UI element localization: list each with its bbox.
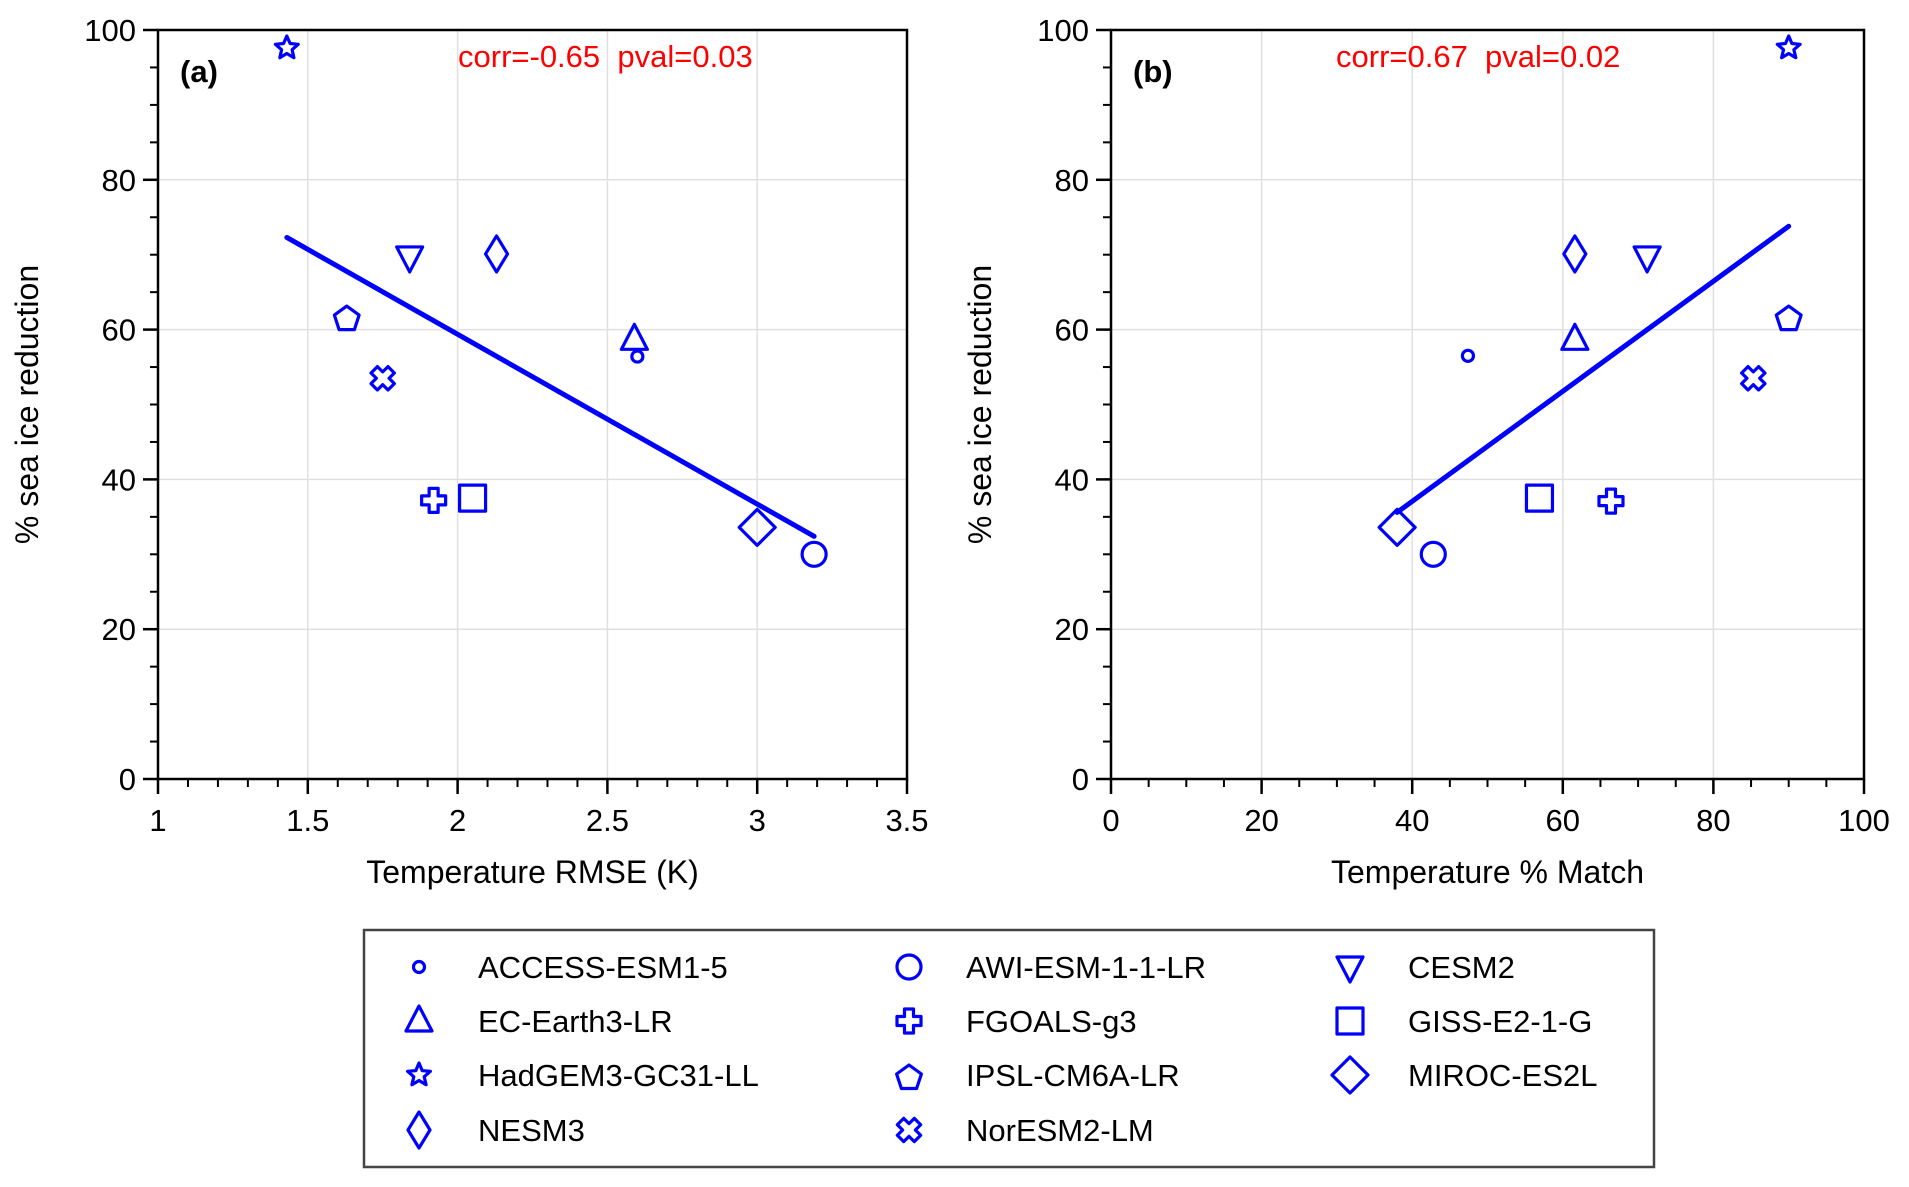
legend-item: GISS-E2-1-G xyxy=(1335,1004,1592,1039)
x-tick-label: 2.5 xyxy=(586,803,629,838)
legend-item: HadGEM3-GC31-LL xyxy=(406,1058,759,1093)
y-tick-label: 80 xyxy=(102,163,136,198)
pentagon-marker-icon xyxy=(894,1063,924,1091)
correlation-annotation: corr=0.67 pval=0.02 xyxy=(1336,39,1620,74)
legend-label: EC-Earth3-LR xyxy=(478,1004,673,1039)
data-point-ipsl-cm6a-lr xyxy=(1774,304,1803,332)
y-axis-label: % sea ice reduction xyxy=(9,265,45,544)
legend-label: NESM3 xyxy=(478,1113,585,1148)
data-point-hadgem3-gc31-ll xyxy=(1775,34,1802,60)
circle-marker-icon xyxy=(895,953,923,981)
plus-marker-icon xyxy=(895,1007,923,1035)
data-point-miroc-es2l xyxy=(737,507,777,547)
x-tick-label: 40 xyxy=(1395,803,1429,838)
x-tick-label: 100 xyxy=(1838,803,1890,838)
panel-a: 1 1.5 2 2.5 3 3.5 0 20 40 60 80 100 Temperature RMSE… xyxy=(9,13,929,890)
diamond-marker-icon xyxy=(1330,1055,1370,1095)
data-point-noresm2-lm xyxy=(369,365,396,392)
y-tick-label: 80 xyxy=(1055,163,1089,198)
regression-line xyxy=(284,234,817,539)
legend-item: EC-Earth3-LR xyxy=(404,1004,673,1039)
y-tick-label: 100 xyxy=(84,13,136,48)
legend-item: AWI-ESM-1-1-LR xyxy=(895,950,1206,985)
y-tick-label: 20 xyxy=(1055,612,1089,647)
x-tick-label: 1 xyxy=(149,803,166,838)
triangle-up-marker-icon xyxy=(404,1004,434,1033)
data-point-nesm3 xyxy=(1562,234,1588,274)
y-tick-label: 0 xyxy=(119,762,136,797)
data-point-ec-earth3-lr xyxy=(1560,322,1590,351)
axes-frame xyxy=(156,28,909,781)
data-point-fgoals-g3 xyxy=(1597,487,1625,515)
legend-label: HadGEM3-GC31-LL xyxy=(478,1058,759,1093)
legend-label: ACCESS-ESM1-5 xyxy=(478,950,728,985)
regression-line xyxy=(1394,223,1792,515)
legend-item: ACCESS-ESM1-5 xyxy=(411,950,728,985)
data-point-giss-e2-1-g xyxy=(1524,483,1555,513)
legend: ACCESS-ESM1-5 AWI-ESM-1-1-LR CESM2 EC-Earth… xyxy=(362,928,1656,1169)
data-point-noresm2-lm xyxy=(1740,365,1767,392)
star-marker-icon xyxy=(406,1061,432,1087)
x-tick-label: 2 xyxy=(449,803,466,838)
panel-b: 0 20 40 60 80 100 0 20 40 60 80 100 Temperature % Ma… xyxy=(962,13,1890,890)
axes-frame xyxy=(1109,28,1866,781)
legend-item: NESM3 xyxy=(406,1110,585,1150)
legend-label: CESM2 xyxy=(1408,950,1515,985)
legend-item: FGOALS-g3 xyxy=(895,1004,1137,1039)
y-tick-label: 60 xyxy=(102,313,136,348)
legend-label: FGOALS-g3 xyxy=(966,1004,1137,1039)
x-tick-label: 80 xyxy=(1696,803,1730,838)
legend-item: NorESM2-LM xyxy=(895,1113,1154,1148)
y-tick-label: 40 xyxy=(1055,462,1089,497)
x-tick-label: 0 xyxy=(1102,803,1119,838)
x-tick-label: 1.5 xyxy=(286,803,329,838)
data-point-giss-e2-1-g xyxy=(457,483,488,513)
x-cross-marker-icon xyxy=(895,1116,923,1144)
x-tick-label: 3.5 xyxy=(885,803,928,838)
x-axis-label: Temperature % Match xyxy=(1331,854,1644,890)
x-tick-label: 3 xyxy=(749,803,766,838)
data-point-cesm2 xyxy=(1632,245,1662,274)
legend-item: MIROC-ES2L xyxy=(1330,1055,1597,1095)
data-point-fgoals-g3 xyxy=(420,486,448,514)
panel-label: (b) xyxy=(1133,54,1173,89)
small-circle-marker-icon xyxy=(411,959,427,975)
panel-label: (a) xyxy=(180,54,218,89)
data-point-ec-earth3-lr xyxy=(619,322,649,351)
y-tick-label: 0 xyxy=(1072,762,1089,797)
correlation-annotation: corr=-0.65 pval=0.03 xyxy=(458,39,753,74)
data-point-awi-esm-1-1-lr xyxy=(1419,540,1447,568)
legend-item: CESM2 xyxy=(1335,950,1515,985)
x-tick-label: 20 xyxy=(1244,803,1278,838)
legend-box xyxy=(362,928,1656,1169)
legend-label: IPSL-CM6A-LR xyxy=(966,1058,1180,1093)
thin-diamond-marker-icon xyxy=(406,1110,432,1150)
data-point-cesm2 xyxy=(395,245,425,274)
data-point-awi-esm-1-1-lr xyxy=(800,540,828,568)
x-tick-label: 60 xyxy=(1546,803,1580,838)
triangle-down-marker-icon xyxy=(1335,955,1365,984)
data-point-miroc-es2l xyxy=(1377,507,1417,547)
data-point-access-esm1-5 xyxy=(1460,348,1476,363)
data-point-nesm3 xyxy=(483,234,510,274)
data-point-hadgem3-gc31-ll xyxy=(273,34,300,60)
legend-label: AWI-ESM-1-1-LR xyxy=(966,950,1206,985)
x-axis-label: Temperature RMSE (K) xyxy=(366,854,699,890)
y-tick-label: 60 xyxy=(1055,313,1089,348)
y-tick-label: 40 xyxy=(102,462,136,497)
legend-label: MIROC-ES2L xyxy=(1408,1058,1597,1093)
y-axis-label: % sea ice reduction xyxy=(962,265,998,544)
legend-label: NorESM2-LM xyxy=(966,1113,1154,1148)
legend-item: IPSL-CM6A-LR xyxy=(894,1058,1180,1093)
legend-label: GISS-E2-1-G xyxy=(1408,1004,1592,1039)
square-marker-icon xyxy=(1335,1006,1365,1036)
data-point-access-esm1-5 xyxy=(630,349,645,364)
data-point-ipsl-cm6a-lr xyxy=(332,304,361,332)
y-tick-label: 20 xyxy=(102,612,136,647)
y-tick-label: 100 xyxy=(1037,13,1089,48)
